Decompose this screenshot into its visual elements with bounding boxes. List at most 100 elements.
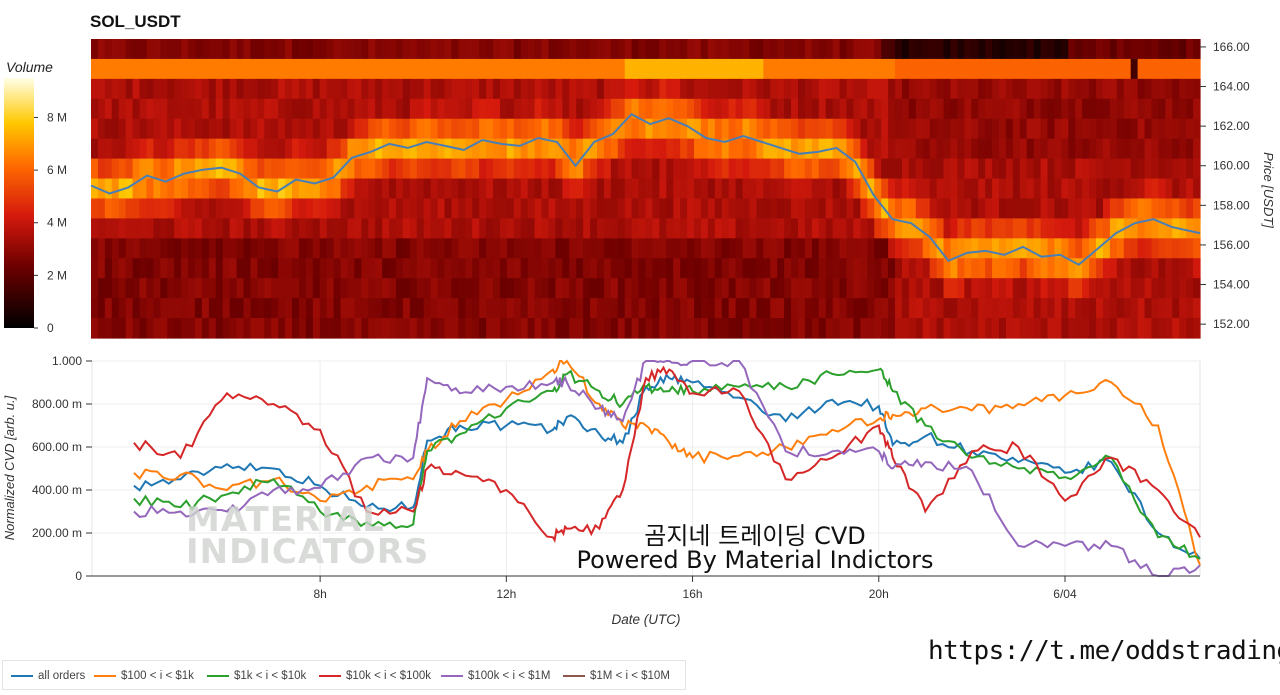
heatmap-y-tick-label: 160.00 [1213,159,1250,173]
heatmap-cell [395,138,404,160]
heatmap-cell [1096,118,1104,140]
heatmap-cell [423,78,432,100]
heatmap-cell [680,78,688,100]
heatmap-cell [576,39,584,60]
heatmap-cell [111,118,120,140]
legend-item-100-1k[interactable]: $100 < i < $1k [94,661,194,691]
heatmap-cell [915,238,924,259]
heatmap-cell [603,238,612,259]
heatmap-cell [250,39,258,60]
heatmap-cell [153,258,161,279]
heatmap-cell [312,98,321,120]
heatmap-cell [784,218,792,239]
heatmap-cell [756,298,764,319]
heatmap-cell [305,138,314,160]
heatmap-cell [499,138,508,160]
telegram-link[interactable]: https://t.me/oddstrading2 [928,636,1280,666]
heatmap-cell [832,78,841,100]
heatmap-cell [929,318,938,339]
heatmap-cell [402,198,411,219]
heatmap-cell [354,198,362,219]
heatmap-cell [603,118,612,140]
heatmap-cell [312,158,321,180]
heatmap-cell [423,118,432,140]
heatmap-cell [881,118,889,140]
heatmap-cell [520,158,529,180]
heatmap-cell [167,258,175,279]
heatmap-cell [791,178,799,200]
legend-item-all-orders[interactable]: all orders [11,661,85,691]
heatmap-cell [680,178,688,200]
heatmap-cell [555,39,563,60]
heatmap-cell [326,118,335,140]
heatmap-cell [555,98,563,120]
heatmap-cell [922,298,931,319]
heatmap-cell [548,178,556,200]
heatmap-cell [562,278,570,299]
heatmap-cell [174,298,182,319]
heatmap-cell [1158,39,1166,60]
legend-item-100k-1m[interactable]: $100k < i < $1M [441,661,550,691]
heatmap-cell [915,118,924,140]
heatmap-cell [298,158,307,180]
heatmap-cell [992,138,1000,160]
legend-item-1m-10m[interactable]: $1M < i < $10M [563,661,670,691]
heatmap-cell [617,78,626,100]
heatmap-cell [368,218,376,239]
heatmap-cell [901,238,910,259]
heatmap-cell [825,278,834,299]
heatmap-cell [853,298,861,319]
heatmap-cell [1137,258,1146,279]
heatmap-cell [1089,39,1097,60]
heatmap-cell [160,58,168,80]
heatmap-cell [305,58,314,80]
heatmap-cell [1054,298,1062,319]
heatmap-cell [347,78,355,100]
heatmap-cell [797,218,806,239]
volume-heatmap[interactable] [91,39,1201,339]
heatmap-cell [229,118,238,140]
heatmap-cell [1137,298,1146,319]
heatmap-cell [610,298,619,319]
heatmap-cell [513,78,522,100]
heatmap-cell [624,158,633,180]
heatmap-cell [860,138,868,160]
legend-item-10k-100k[interactable]: $10k < i < $100k [319,661,431,691]
heatmap-cell [319,238,328,259]
heatmap-cell [1089,258,1097,279]
heatmap-cell [957,198,965,219]
heatmap-cell [375,118,383,140]
cvd-x-tick-label: 12h [496,587,516,601]
heatmap-cell [784,118,792,140]
heatmap-cell [756,39,764,60]
heatmap-cell [395,78,404,100]
heatmap-cell [486,178,494,200]
heatmap-cell [603,78,612,100]
heatmap-cell [1026,178,1035,200]
heatmap-cell [839,118,848,140]
heatmap-cell [1130,39,1139,60]
heatmap-cell [333,158,342,180]
heatmap-cell [1082,318,1090,339]
heatmap-cell [188,258,196,279]
heatmap-cell [1130,218,1139,239]
heatmap-cell [1061,258,1069,279]
heatmap-cell [721,198,730,219]
heatmap-cell [895,178,903,200]
heatmap-cell [950,138,959,160]
heatmap-cell [804,278,813,299]
heatmap-cell [596,118,605,140]
heatmap-cell [444,138,453,160]
heatmap-cell [499,318,508,339]
heatmap-cell [867,78,875,100]
heatmap-cell [215,218,224,239]
heatmap-cell [499,98,508,120]
heatmap-cell [694,198,702,219]
legend-item-1k-10k[interactable]: $1k < i < $10k [207,661,306,691]
heatmap-cell [458,258,466,279]
heatmap-cell [292,178,300,200]
heatmap-cell [1068,198,1076,219]
heatmap-cell [479,298,487,319]
heatmap-cell [888,118,896,140]
